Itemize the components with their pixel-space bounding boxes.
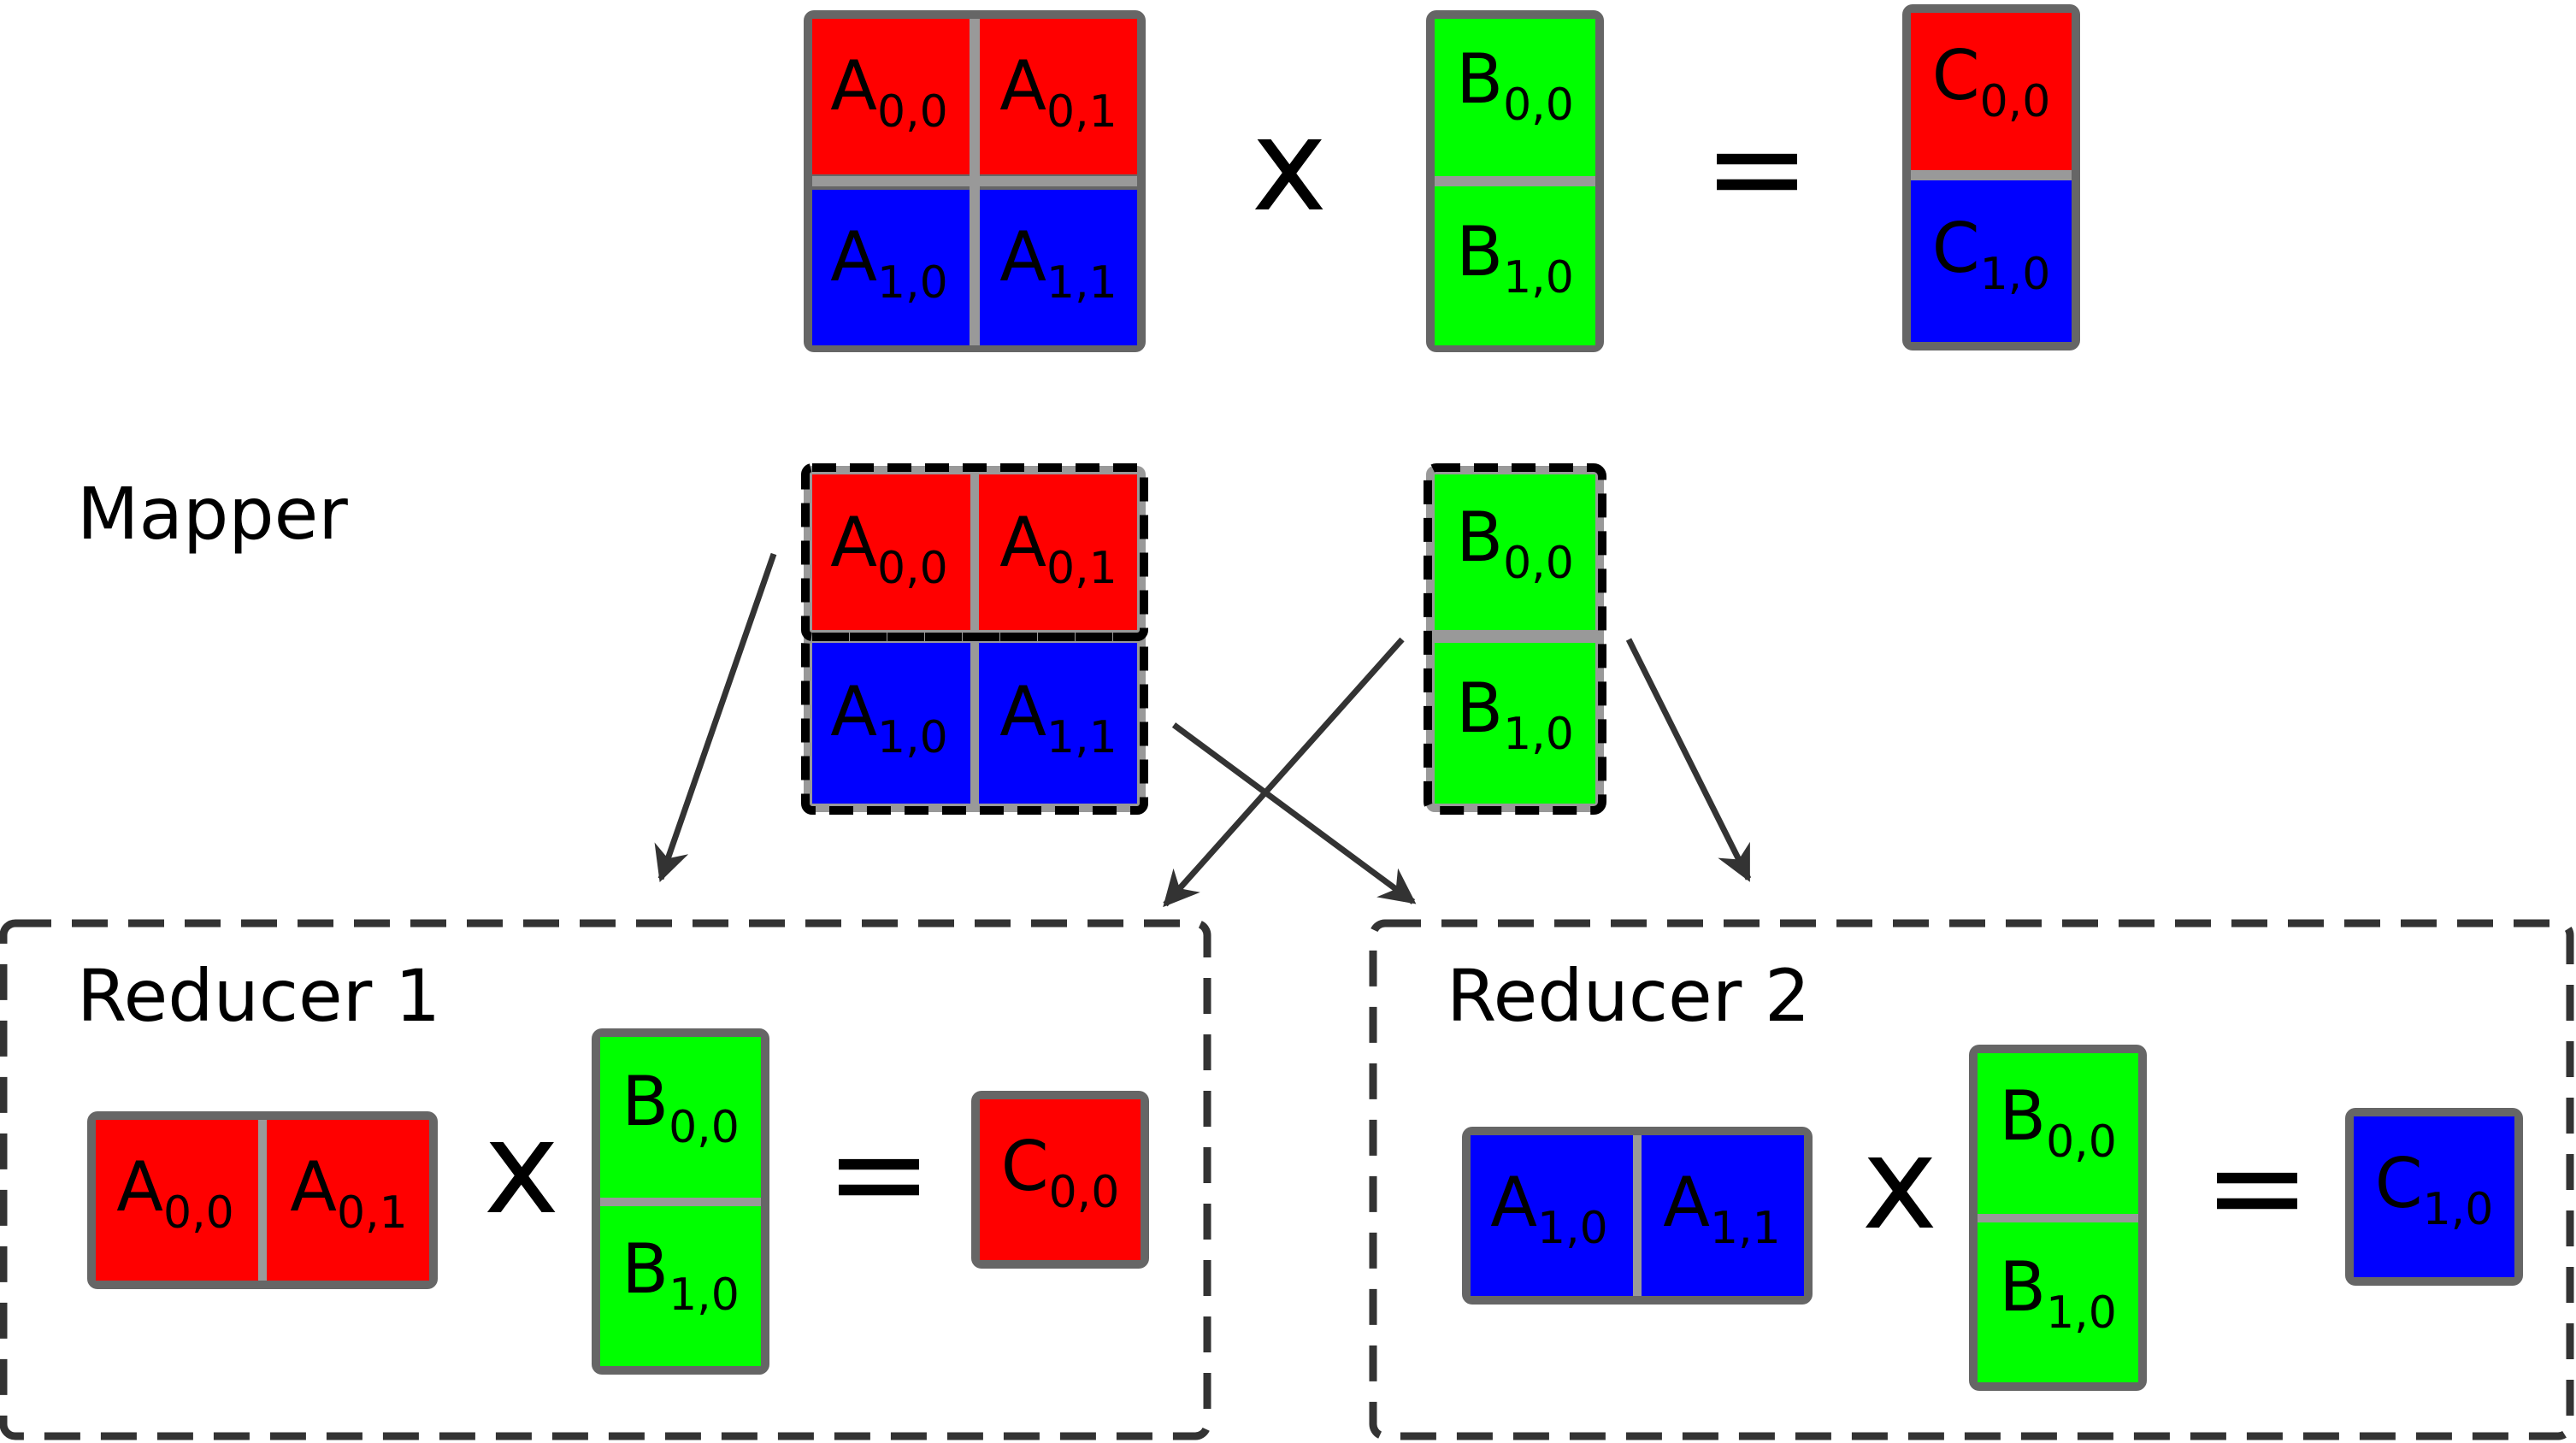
matrix-a: A0,0 A0,1 A1,0 A1,1 <box>804 10 1146 352</box>
matrix-b: B0,0 B1,0 <box>1426 10 1604 352</box>
equals-operator-top: = <box>1703 94 1811 243</box>
reducer-2-equals-operator: = <box>2203 1113 2311 1262</box>
reducer-1-label: Reducer 1 <box>77 954 440 1038</box>
reducer-2: Reducer 2 A1,0 A1,1 x B0,0 B1,0 <box>1373 923 2570 1436</box>
top-equation: A0,0 A0,1 A1,0 A1,1 x B0,0 B1,0 <box>804 4 2080 352</box>
reducer-2-matrix-c: C1,0 <box>2345 1108 2523 1286</box>
reducer-1-matrix-b: B0,0 B1,0 <box>592 1028 769 1375</box>
reducer-2-matrix-a: A1,0 A1,1 <box>1462 1127 1813 1305</box>
arrow-a-row1-to-reducer2 <box>1174 725 1413 902</box>
arrow-a-row0-to-reducer1 <box>661 554 774 879</box>
reducer-1-equals-operator: = <box>825 1099 933 1248</box>
reducer-2-label: Reducer 2 <box>1447 954 1810 1038</box>
reducer-1-matrix-c: C0,0 <box>971 1091 1149 1269</box>
reducer-1: Reducer 1 A0,0 A0,1 x B0,0 B1,0 <box>3 923 1207 1436</box>
reducer-2-times-operator: x <box>1862 1110 1938 1258</box>
reducer-2-matrix-b: B0,0 B1,0 <box>1969 1045 2147 1391</box>
mapper-matrix-a: A0,0 A0,1 A1,0 A1,1 <box>804 466 1146 812</box>
reducer-1-matrix-a: A0,0 A0,1 <box>87 1111 438 1289</box>
reducer-1-times-operator: x <box>484 1094 560 1243</box>
arrow-b-to-reducer2 <box>1629 639 1748 879</box>
mapper-label: Mapper <box>77 472 348 556</box>
times-operator-top: x <box>1252 91 1328 240</box>
matrix-c: C0,0 C1,0 <box>1902 4 2080 350</box>
mapper-matrix-b: B0,0 B1,0 <box>1426 466 1604 812</box>
